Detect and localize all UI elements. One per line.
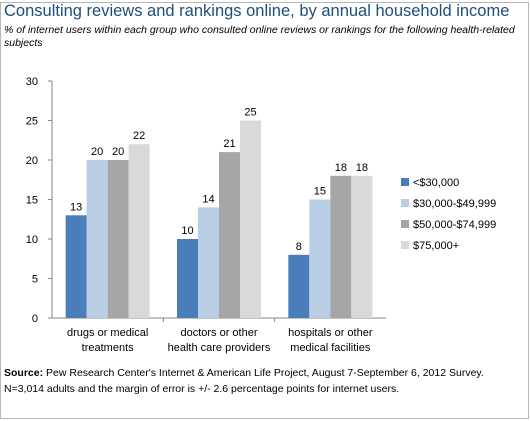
data-label: 25 <box>244 107 256 119</box>
x-tick-label: doctors or other <box>180 327 257 339</box>
bar <box>86 160 108 318</box>
x-tick-label: hospitals or other <box>288 327 373 339</box>
legend-label: $50,000-$74,999 <box>413 219 496 231</box>
legend-swatch <box>401 220 409 228</box>
y-tick-label: 10 <box>26 234 38 246</box>
bar <box>351 175 373 318</box>
bar <box>309 199 331 318</box>
bar <box>177 239 198 318</box>
data-label: 8 <box>296 241 302 253</box>
data-label: 18 <box>335 162 347 174</box>
data-label: 20 <box>112 146 124 158</box>
bar <box>65 215 87 318</box>
bar <box>128 144 150 318</box>
data-label: 15 <box>314 186 326 198</box>
data-label: 14 <box>202 193 214 205</box>
legend-swatch <box>401 199 409 207</box>
legend-label: $30,000-$49,999 <box>413 198 496 210</box>
y-tick-label: 20 <box>26 155 38 167</box>
data-label: 20 <box>91 146 103 158</box>
source-label: Source: <box>4 367 44 379</box>
y-tick-label: 30 <box>26 76 38 88</box>
x-tick-label: treatments <box>82 342 134 354</box>
chart-subtitle: % of internet users within each group wh… <box>4 24 515 49</box>
x-tick-label: health care providers <box>168 342 271 354</box>
legend-swatch <box>401 241 409 249</box>
data-label: 13 <box>70 201 82 213</box>
chart-title: Consulting reviews and rankings online, … <box>4 2 510 20</box>
y-tick-label: 0 <box>32 313 38 325</box>
y-tick-label: 5 <box>32 274 38 286</box>
data-label: 18 <box>356 162 368 174</box>
x-tick-label: medical facilities <box>290 342 371 354</box>
bar <box>107 160 129 318</box>
source-note: Source: Pew Research Center's Internet &… <box>4 365 524 397</box>
bar <box>330 175 352 318</box>
data-label: 10 <box>181 225 193 237</box>
bar <box>240 120 261 318</box>
legend-label: <$30,000 <box>413 177 459 189</box>
legend-label: $75,000+ <box>413 240 459 252</box>
y-tick-label: 15 <box>26 195 38 207</box>
data-label: 21 <box>223 138 235 150</box>
data-label: 22 <box>133 130 145 142</box>
bar <box>288 254 310 318</box>
legend-swatch <box>401 178 409 186</box>
source-text: Pew Research Center's Internet & America… <box>4 367 484 395</box>
bar <box>198 207 219 318</box>
x-tick-label: drugs or medical <box>67 327 148 339</box>
bar <box>219 152 240 318</box>
y-tick-label: 25 <box>26 116 38 128</box>
